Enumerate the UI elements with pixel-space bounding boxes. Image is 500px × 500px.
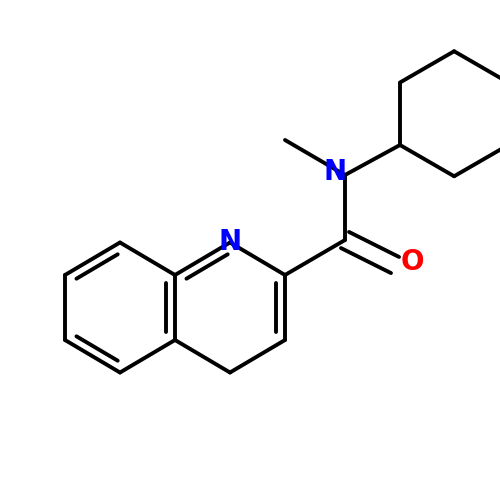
Text: N: N	[324, 158, 346, 186]
Text: O: O	[401, 248, 424, 276]
Text: N: N	[218, 228, 242, 256]
